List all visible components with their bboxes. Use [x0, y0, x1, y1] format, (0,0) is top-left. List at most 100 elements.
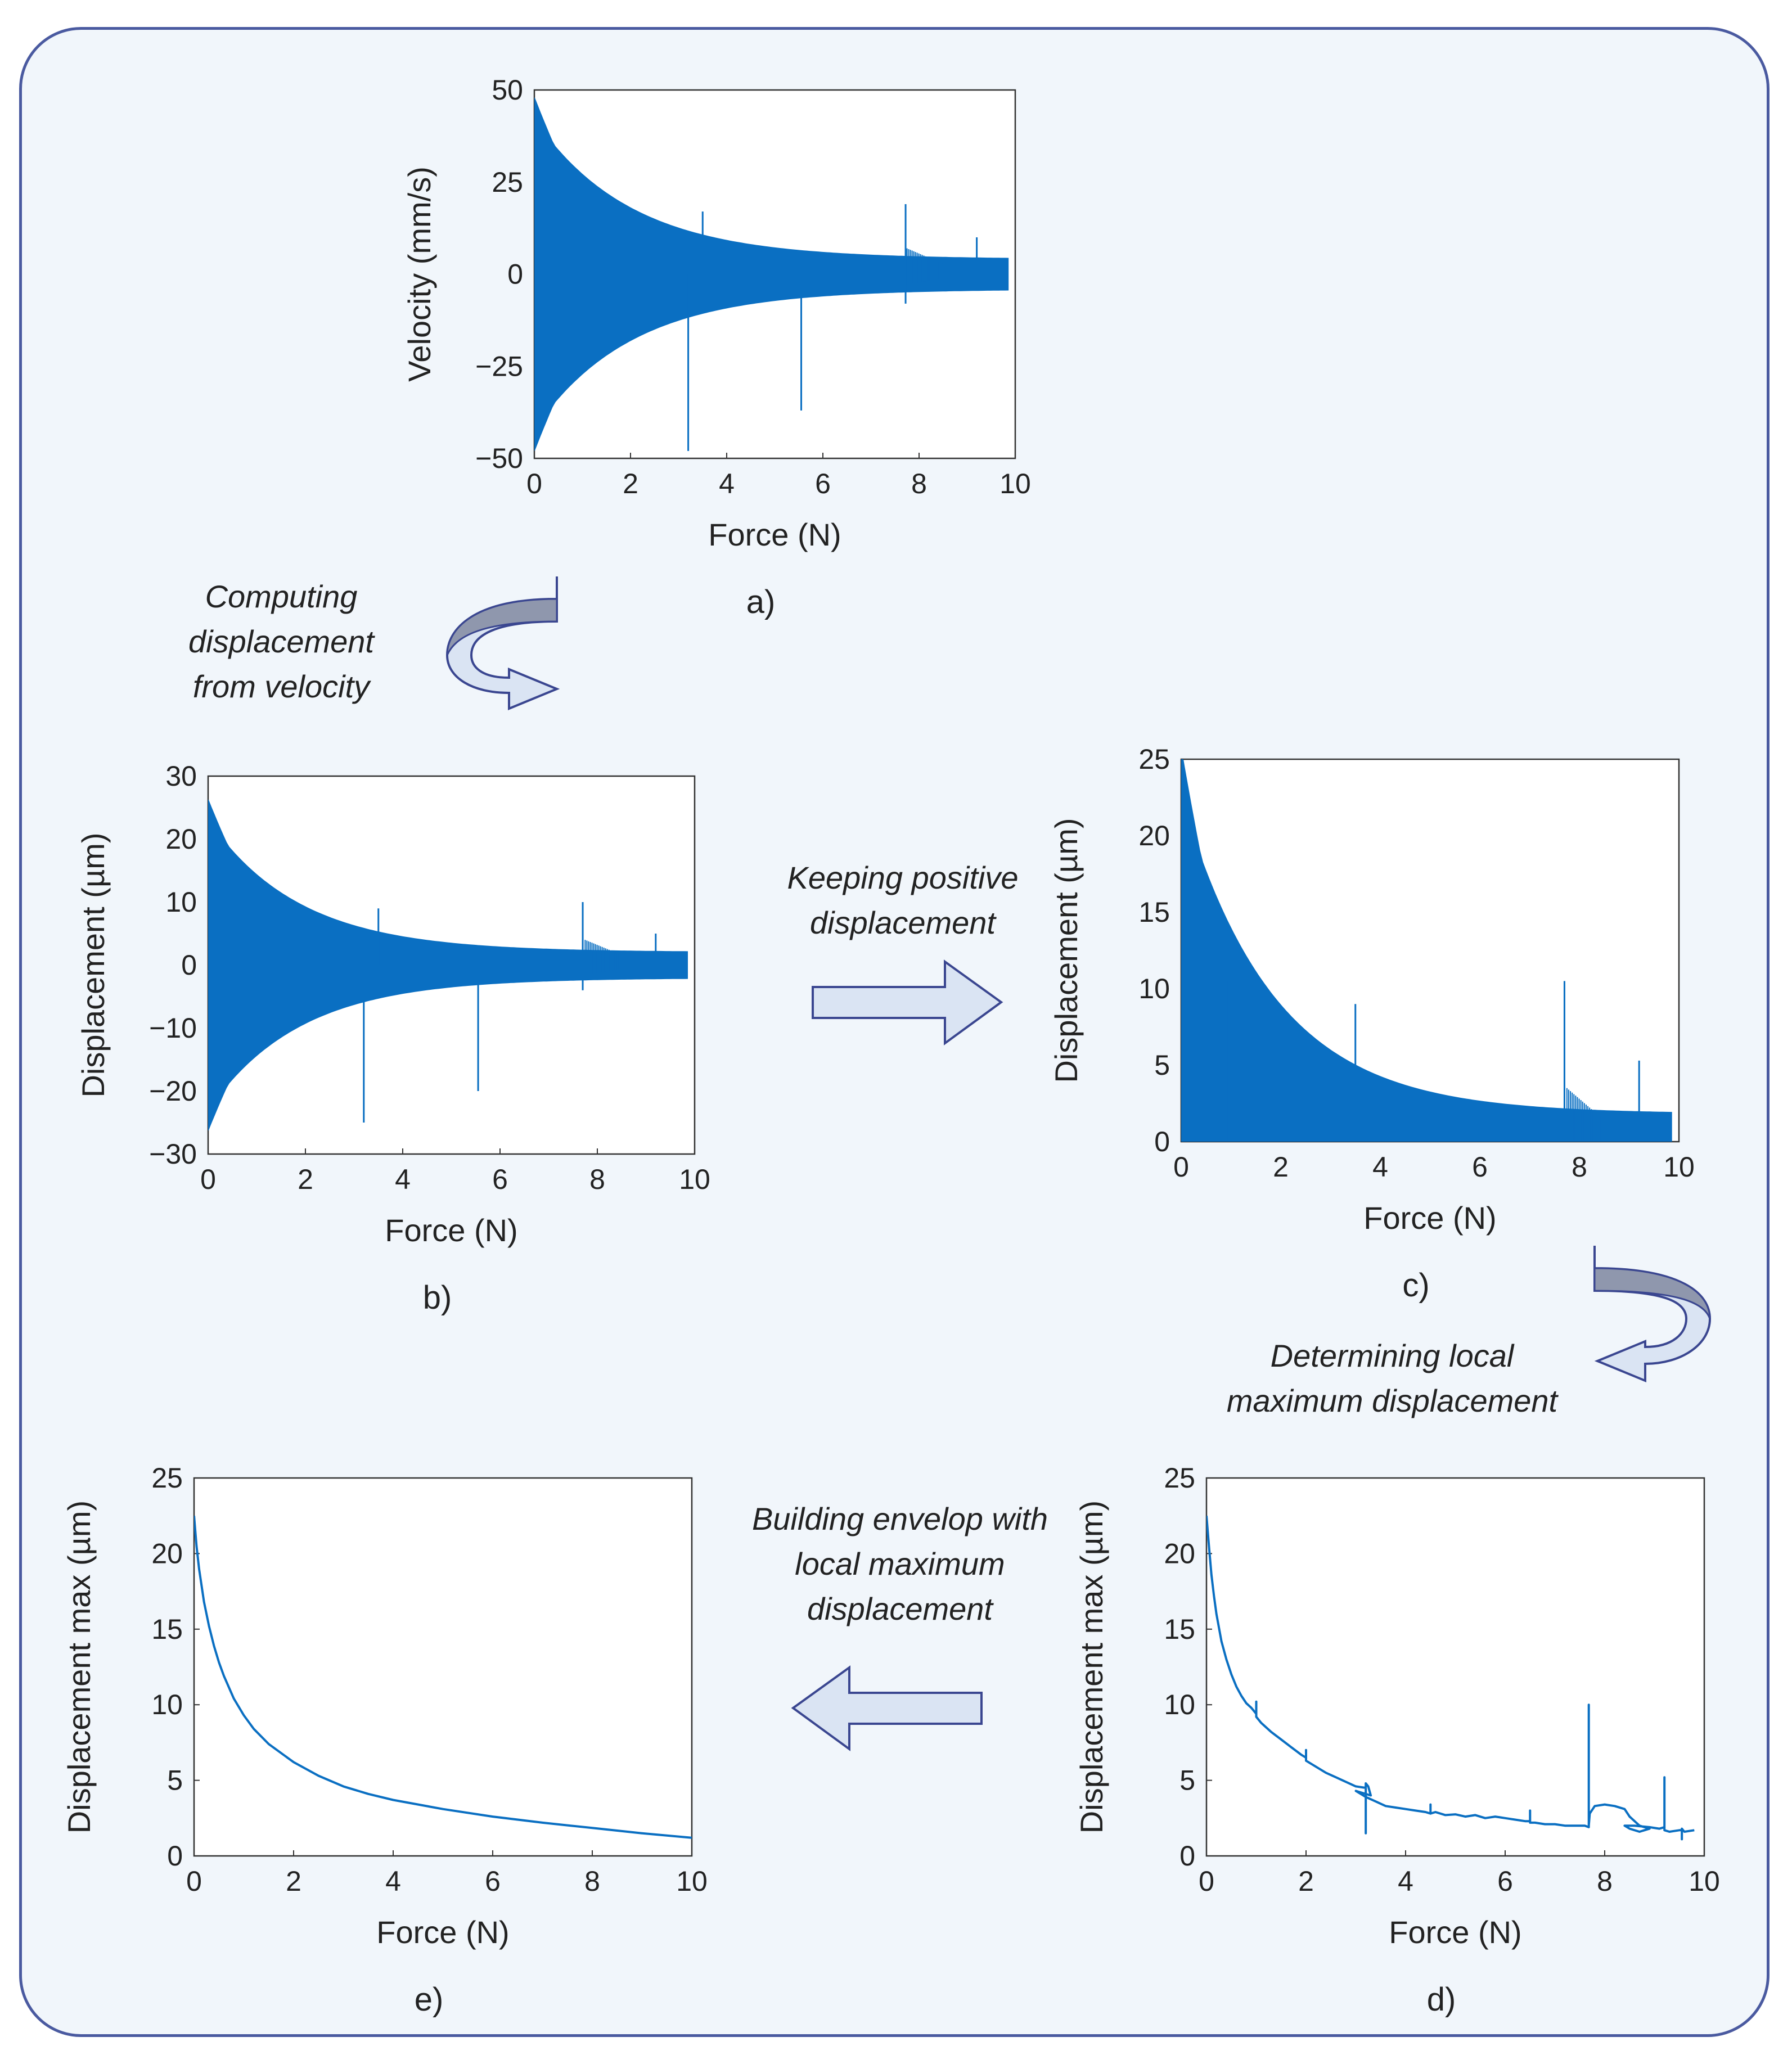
annotation-step2-line2: displacement [810, 905, 997, 940]
y-tick-label: 20 [1164, 1538, 1195, 1569]
x-tick-label: 0 [1173, 1151, 1189, 1183]
x-tick-label: 6 [485, 1865, 501, 1897]
x-tick-label: 4 [1398, 1865, 1413, 1897]
y-axis-label: Displacement (µm) [1048, 818, 1084, 1083]
x-tick-label: 10 [679, 1164, 710, 1195]
y-tick-label: 50 [492, 74, 523, 106]
chart-d: 0 2 4 6 8 10 0 5 10 15 20 25 Force (N) Displacement m… [1074, 1462, 1720, 2018]
x-tick-label: 10 [676, 1865, 708, 1897]
panel-label: c) [1402, 1267, 1429, 1304]
x-tick-label: 10 [1663, 1151, 1695, 1183]
x-axis-label: Force (N) [385, 1213, 517, 1248]
x-tick-label: 8 [1597, 1865, 1613, 1897]
annotation-step4-line3: displacement [807, 1591, 994, 1626]
y-tick-label: 0 [1154, 1126, 1170, 1157]
y-tick-label: 0 [167, 1840, 183, 1872]
y-tick-label: 0 [181, 949, 197, 981]
y-tick-label: 0 [507, 259, 523, 290]
x-axis-label: Force (N) [376, 1914, 509, 1950]
chart-b: 0 2 4 6 8 10 −30 −20 −10 0 10 20 30 Force (N) Displace… [75, 760, 710, 1316]
annotation-step2-line1: Keeping positive [787, 860, 1019, 895]
y-tick-label: 20 [151, 1538, 183, 1569]
x-tick-label: 0 [186, 1865, 202, 1897]
y-axis-label: Velocity (mm/s) [402, 166, 437, 382]
y-axis-label: Displacement (µm) [75, 832, 111, 1097]
x-tick-label: 4 [719, 468, 735, 499]
x-tick-label: 0 [1199, 1865, 1214, 1897]
x-tick-label: 2 [1273, 1151, 1289, 1183]
y-tick-label: 0 [1179, 1840, 1195, 1872]
y-tick-label: −25 [475, 350, 523, 382]
x-tick-label: 2 [1298, 1865, 1314, 1897]
y-tick-label: −10 [149, 1012, 197, 1044]
x-tick-label: 6 [492, 1164, 508, 1195]
y-tick-label: −50 [475, 443, 523, 474]
x-tick-label: 0 [526, 468, 542, 499]
plot-content-b [208, 799, 688, 1131]
annotation-step2: Keeping positive displacement [787, 860, 1019, 940]
x-tick-label: 6 [1497, 1865, 1513, 1897]
arrow-d-to-e [791, 1665, 983, 1751]
x-tick-label: 8 [1572, 1151, 1587, 1183]
chart-a: 0 2 4 6 8 10 −50 −25 0 25 50 Force (N) Velocity (mm/… [402, 74, 1031, 620]
x-tick-label: 10 [999, 468, 1031, 499]
x-tick-label: 6 [1472, 1151, 1488, 1183]
plot-area-d [1205, 1477, 1705, 1857]
y-tick-label: −20 [149, 1075, 197, 1107]
x-tick-label: 2 [298, 1164, 313, 1195]
y-tick-label: −30 [149, 1138, 197, 1170]
x-tick-label: 4 [395, 1164, 411, 1195]
panel-label: a) [746, 584, 776, 620]
y-tick-label: 15 [1138, 896, 1170, 928]
y-tick-label: 20 [165, 823, 197, 855]
y-tick-label: 25 [151, 1462, 183, 1494]
x-tick-label: 0 [200, 1164, 216, 1195]
annotation-step4-line1: Building envelop with [752, 1501, 1048, 1536]
series-fill [208, 799, 688, 1131]
y-tick-label: 15 [1164, 1614, 1195, 1645]
x-tick-label: 4 [385, 1865, 401, 1897]
annotation-step1-line3: from velocity [193, 669, 371, 704]
x-axis-label: Force (N) [708, 517, 841, 552]
x-tick-label: 8 [911, 468, 927, 499]
annotation-step1-line1: Computing [205, 579, 358, 614]
y-tick-label: 5 [1154, 1049, 1170, 1081]
y-tick-label: 10 [1164, 1689, 1195, 1720]
x-tick-label: 2 [623, 468, 638, 499]
x-tick-label: 8 [584, 1865, 600, 1897]
plot-content-d [1206, 1516, 1695, 1841]
y-tick-label: 20 [1138, 820, 1170, 851]
annotation-step1-line2: displacement [188, 624, 375, 659]
plot-content-a [534, 97, 1009, 451]
series-fill [1181, 759, 1672, 1142]
y-axis-label: Displacement max (µm) [1074, 1500, 1109, 1833]
plot-area-e [193, 1477, 693, 1857]
y-tick-label: 5 [167, 1765, 183, 1796]
panel-label: e) [415, 1981, 444, 2018]
x-tick-label: 6 [815, 468, 831, 499]
y-tick-label: 15 [151, 1614, 183, 1645]
y-tick-label: 10 [151, 1689, 183, 1720]
x-tick-label: 4 [1372, 1151, 1388, 1183]
y-axis-label: Displacement max (µm) [61, 1500, 97, 1833]
x-tick-label: 8 [589, 1164, 605, 1195]
chart-e: 0 2 4 6 8 10 0 5 10 15 20 25 Force (N) Displacement m… [61, 1462, 708, 2018]
y-tick-label: 5 [1179, 1765, 1195, 1796]
annotation-step4: Building envelop with local maximum disp… [752, 1501, 1048, 1626]
x-tick-label: 10 [1689, 1865, 1720, 1897]
annotation-step3: Determining local maximum displacement [1227, 1338, 1559, 1418]
series-line [194, 1516, 692, 1839]
series-line [1206, 1516, 1695, 1841]
x-axis-label: Force (N) [1363, 1200, 1496, 1236]
arrow-b-to-c [812, 959, 1003, 1045]
annotation-step4-line2: local maximum [795, 1546, 1005, 1581]
panel-label: b) [423, 1279, 452, 1316]
y-tick-label: 25 [492, 166, 523, 198]
plot-content-e [194, 1516, 692, 1839]
annotation-step3-line2: maximum displacement [1227, 1383, 1559, 1418]
y-tick-label: 10 [1138, 973, 1170, 1004]
chart-c: 0 2 4 6 8 10 0 5 10 15 20 25 Force (N) Displacement (… [1048, 743, 1695, 1304]
y-tick-label: 30 [165, 760, 197, 792]
